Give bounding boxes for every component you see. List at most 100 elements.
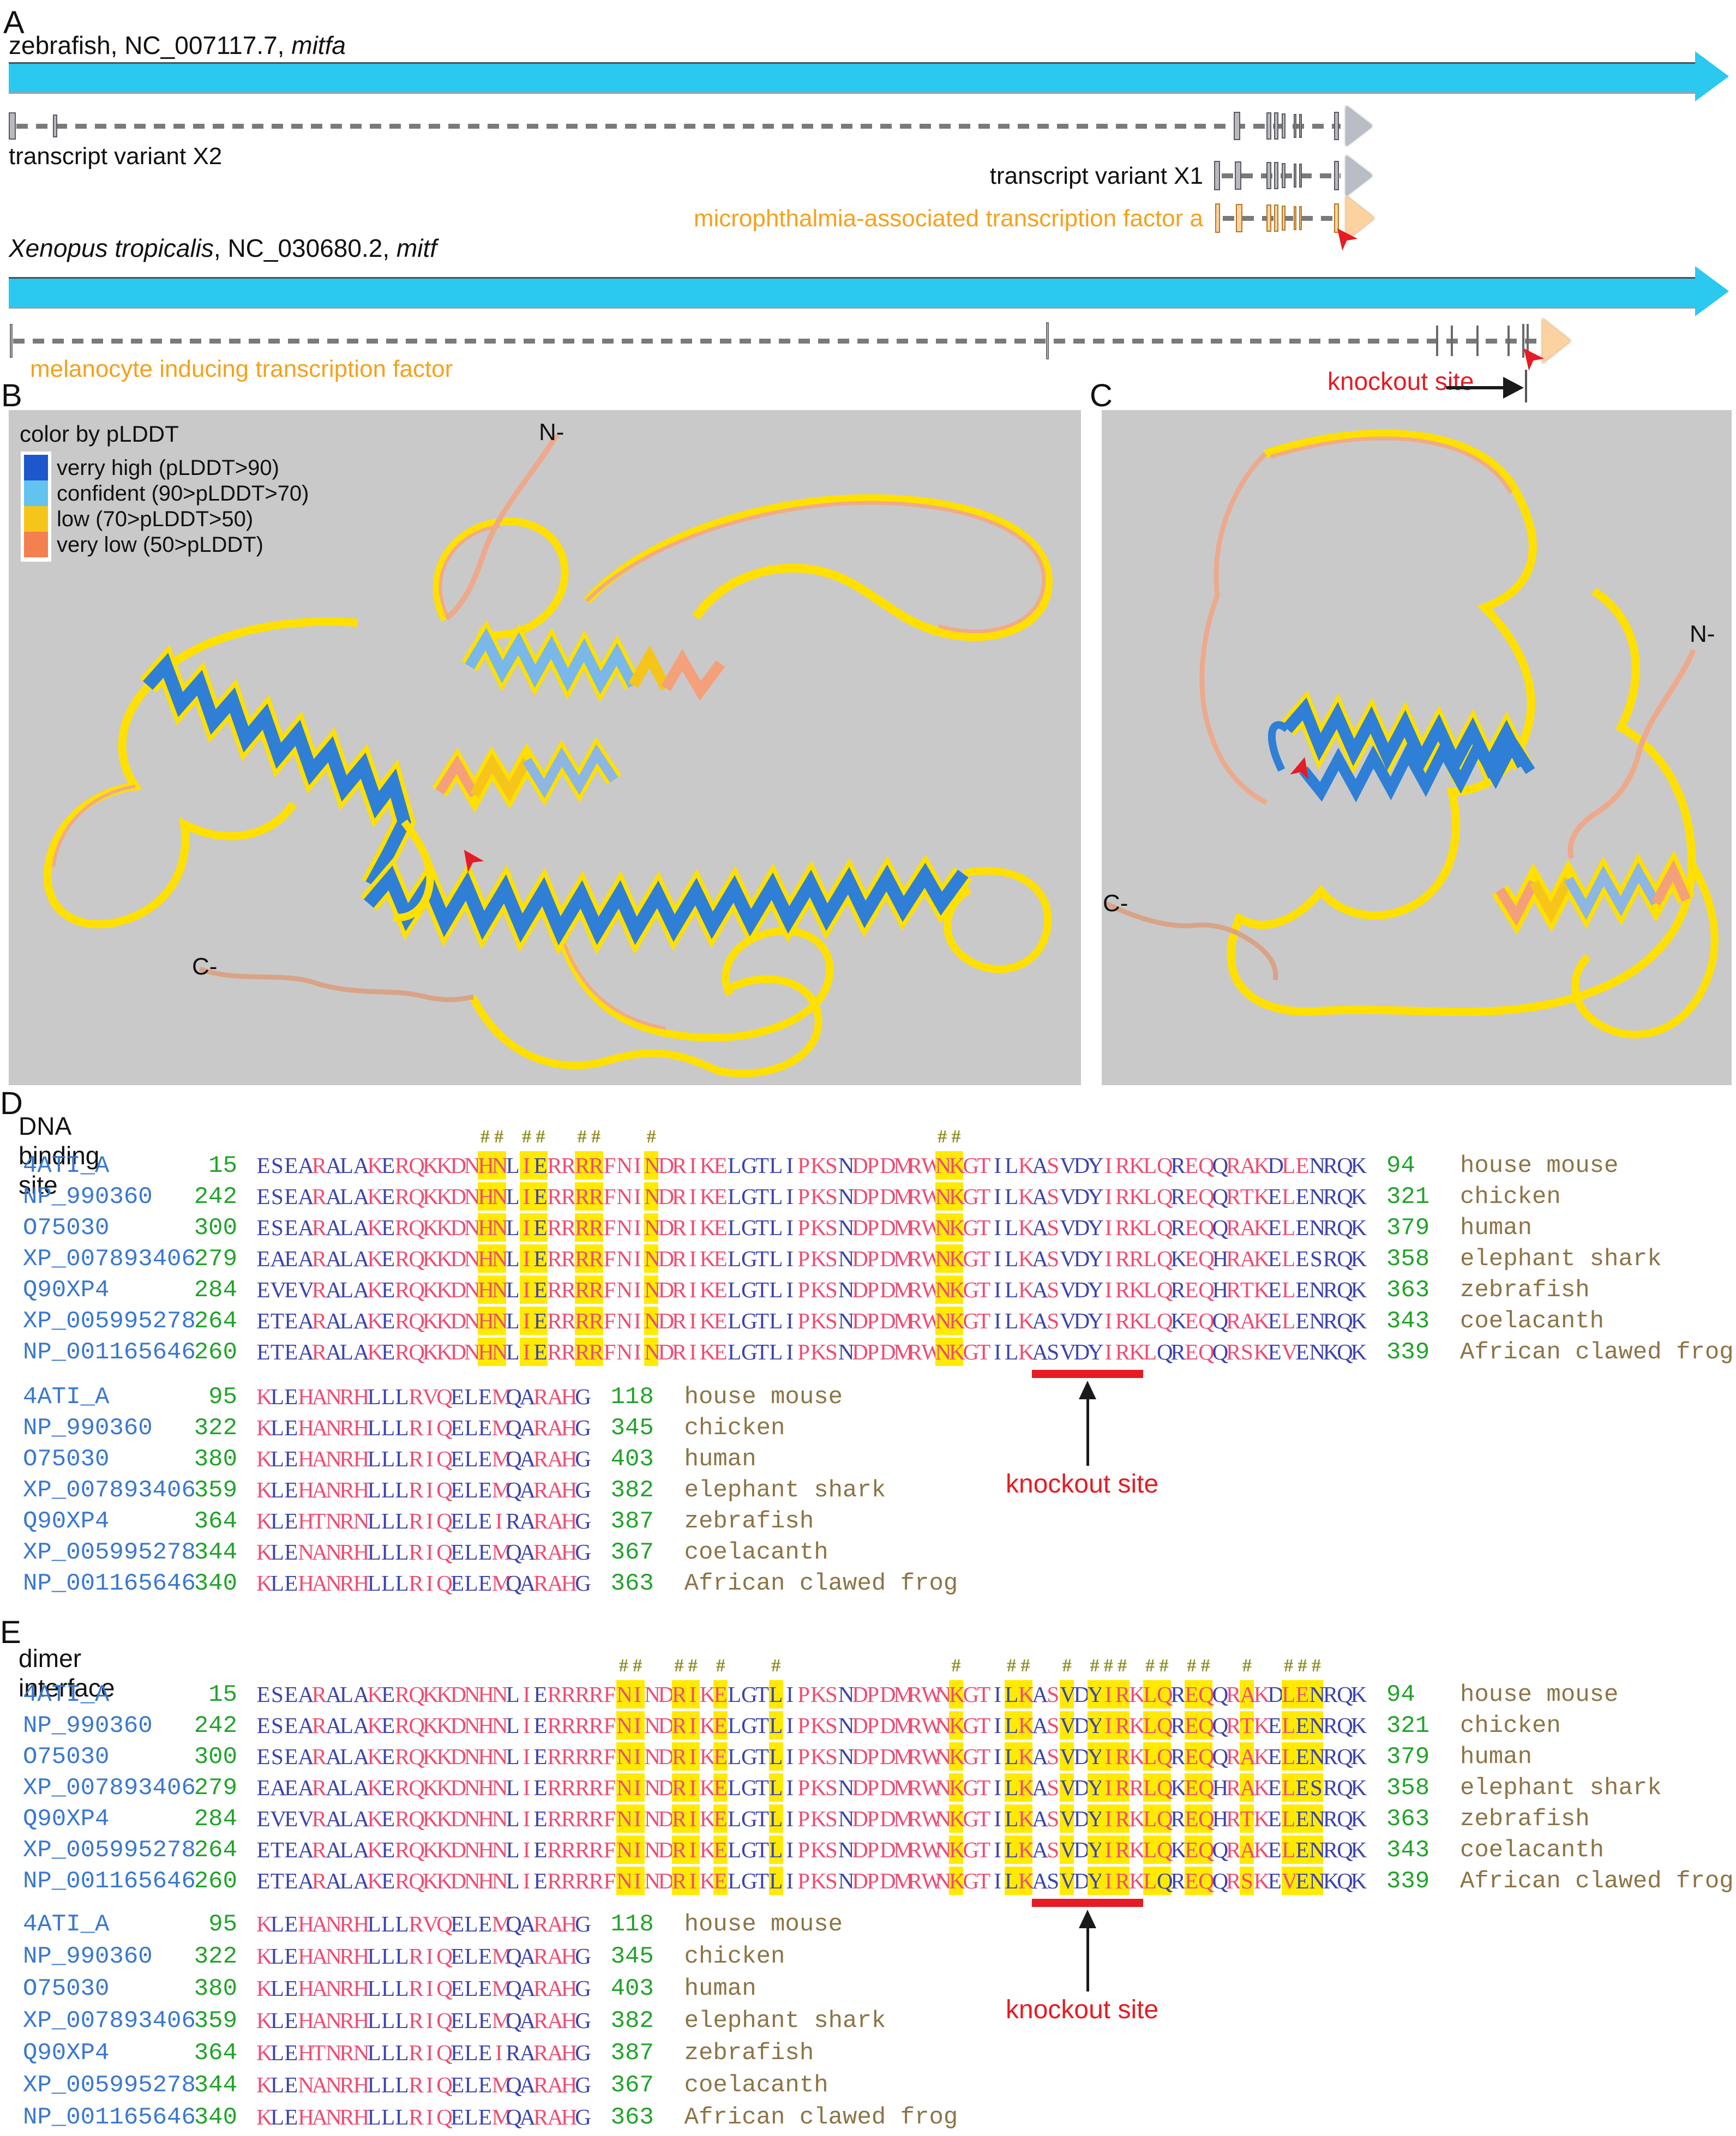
- residue: N: [464, 1277, 480, 1302]
- residue: N: [935, 1682, 952, 1707]
- residue: N: [935, 1744, 952, 1769]
- residue: D: [450, 1868, 467, 1893]
- residue: N: [464, 1215, 480, 1240]
- row-species: zebrafish: [684, 1508, 814, 1535]
- residue: K: [367, 1246, 383, 1271]
- residue: Y: [1088, 1153, 1104, 1178]
- residue: R: [1129, 1775, 1144, 1800]
- residue: A: [519, 2008, 536, 2033]
- residue: L: [1143, 1339, 1157, 1364]
- residue: L: [1143, 1867, 1157, 1895]
- residue: R: [672, 1339, 687, 1364]
- row-species: elephant shark: [1460, 1774, 1662, 1802]
- transcript-mitfa-exon: [1215, 203, 1220, 233]
- residue: E: [284, 1215, 298, 1240]
- residue: N: [464, 1308, 480, 1333]
- row-end-number: 321: [1386, 1183, 1430, 1211]
- residue: E: [1295, 1836, 1309, 1864]
- residue: N: [491, 1744, 508, 1769]
- residue: L: [1005, 1339, 1019, 1364]
- residue: H: [478, 1275, 494, 1304]
- residue: I: [522, 1713, 531, 1738]
- residue: L: [367, 1539, 381, 1565]
- residue: A: [353, 1184, 370, 1209]
- residue: N: [616, 1308, 633, 1333]
- xenopus-gene-title: Xenopus tropicalis, NC_030680.2, mitf: [9, 234, 437, 262]
- residue: L: [367, 1446, 381, 1471]
- residue: I: [786, 1775, 794, 1800]
- residue: L: [367, 2104, 381, 2129]
- ribbon-structure-c: [1105, 429, 1719, 1039]
- residue: S: [1047, 1184, 1060, 1209]
- residue: A: [519, 1446, 536, 1471]
- transcript-x1-exon: [1274, 162, 1278, 189]
- residue: I: [519, 1307, 534, 1335]
- residue: Q: [1157, 1836, 1173, 1864]
- residue: A: [298, 1339, 314, 1364]
- residue: A: [1240, 1836, 1256, 1864]
- conservation-hash: #: [1007, 1656, 1017, 1676]
- residue: K: [1018, 1339, 1035, 1364]
- residue: L: [464, 2072, 478, 2097]
- residue: R: [409, 1539, 424, 1565]
- residue: H: [561, 2072, 578, 2097]
- row-accession: Q90XP4: [23, 1508, 110, 1535]
- residue: D: [852, 1837, 868, 1862]
- residue: D: [852, 1215, 868, 1240]
- residue: A: [519, 1384, 536, 1409]
- residue: R: [409, 2008, 424, 2033]
- residue: R: [1226, 1744, 1241, 1769]
- residue: R: [1170, 1184, 1186, 1209]
- residue: R: [339, 2040, 355, 2065]
- row-start-number: 364: [194, 2039, 237, 2067]
- residue: N: [326, 2104, 342, 2129]
- residue: Q: [1157, 1153, 1173, 1178]
- residue: A: [519, 1911, 536, 1936]
- residue: K: [1253, 1308, 1270, 1333]
- residue: G: [963, 1153, 979, 1178]
- residue: H: [353, 2104, 370, 2129]
- residue: K: [1018, 1680, 1035, 1708]
- residue: E: [381, 1308, 395, 1333]
- residue: K: [422, 1277, 439, 1302]
- residue: D: [880, 1837, 896, 1862]
- residue: N: [1309, 1680, 1325, 1708]
- residue: R: [561, 1868, 576, 1893]
- row-start-number: 284: [194, 1277, 237, 1304]
- residue: E: [284, 1744, 298, 1769]
- residue: A: [547, 1539, 563, 1565]
- residue: R: [588, 1682, 604, 1707]
- residue: R: [1115, 1246, 1131, 1271]
- residue: E: [713, 1711, 728, 1740]
- residue: R: [409, 1508, 424, 1533]
- residue: T: [755, 1184, 769, 1209]
- residue: K: [1350, 1744, 1367, 1769]
- residue: R: [1170, 1682, 1186, 1707]
- conservation-hash: #: [494, 1127, 504, 1147]
- residue: Q: [436, 1976, 453, 2001]
- residue: I: [519, 1338, 534, 1366]
- residue: K: [422, 1713, 439, 1738]
- residue: A: [298, 1153, 314, 1178]
- residue: Q: [1212, 1868, 1229, 1893]
- residue: E: [256, 1837, 271, 1862]
- residue: Q: [409, 1339, 425, 1364]
- residue: G: [575, 2072, 591, 2097]
- residue: Q: [1337, 1215, 1353, 1240]
- transcript-x2-label: transcript variant X2: [9, 143, 223, 170]
- residue: R: [1129, 1246, 1144, 1271]
- residue: V: [1060, 1773, 1076, 1802]
- residue: E: [256, 1184, 271, 1209]
- row-end-number: 343: [1386, 1308, 1430, 1335]
- residue: I: [994, 1775, 1002, 1800]
- conservation-hash: #: [688, 1656, 698, 1676]
- residue: I: [1101, 1711, 1116, 1740]
- residue: A: [298, 1744, 314, 1769]
- residue: L: [270, 2008, 284, 2033]
- residue: K: [1350, 1868, 1367, 1893]
- zebrafish-gene-title: zebrafish, NC_007117.7, mitfa: [9, 31, 346, 59]
- residue: R: [672, 1308, 687, 1333]
- residue: E: [1295, 1711, 1309, 1740]
- residue: R: [547, 1837, 562, 1862]
- residue: A: [1032, 1308, 1048, 1333]
